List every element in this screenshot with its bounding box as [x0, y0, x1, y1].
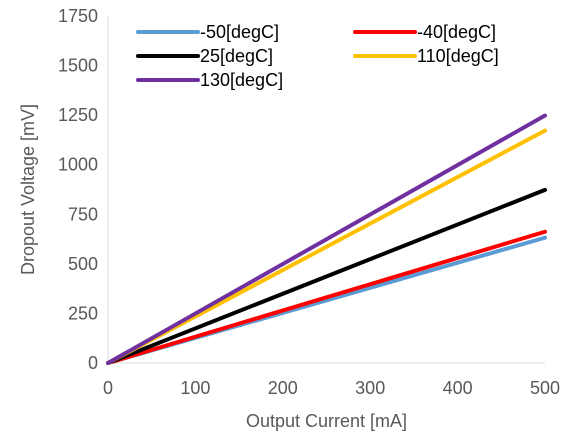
x-axis-title: Output Current [mA] — [246, 411, 407, 431]
x-tick-label: 0 — [103, 378, 113, 398]
legend-label: 110[degC] — [417, 46, 499, 66]
legend-label: -40[degC] — [417, 22, 496, 42]
y-tick-label: 0 — [88, 353, 98, 373]
series-line — [106, 229, 547, 365]
x-tick-label: 500 — [530, 378, 560, 398]
tick-labels: 0 250 500 750 1000 1250 1500 1750 0 100 200 300 400 5… — [58, 6, 560, 398]
plot-area — [107, 16, 545, 364]
legend-label: -50[degC] — [200, 22, 279, 42]
y-tick-label: 1250 — [58, 105, 98, 125]
x-tick-label: 400 — [443, 378, 473, 398]
series-line — [106, 128, 547, 365]
legend-label: 25[degC] — [200, 46, 273, 66]
y-tick-label: 1500 — [58, 56, 98, 76]
y-tick-label: 500 — [68, 254, 98, 274]
series-line — [106, 113, 547, 365]
x-tick-label: 100 — [180, 378, 210, 398]
series-layer — [106, 113, 547, 365]
y-tick-label: 1000 — [58, 155, 98, 175]
y-tick-label: 1750 — [58, 6, 98, 26]
y-tick-label: 250 — [68, 303, 98, 323]
legend-label: 130[degC] — [200, 70, 283, 90]
series-line — [106, 187, 547, 365]
x-tick-label: 300 — [355, 378, 385, 398]
y-axis-title: Dropout Voltage [mV] — [18, 104, 38, 275]
legend: -50[degC] -40[degC] 25[degC] 110[degC] 130[d… — [136, 22, 499, 90]
y-tick-label: 750 — [68, 204, 98, 224]
x-tick-label: 200 — [268, 378, 298, 398]
